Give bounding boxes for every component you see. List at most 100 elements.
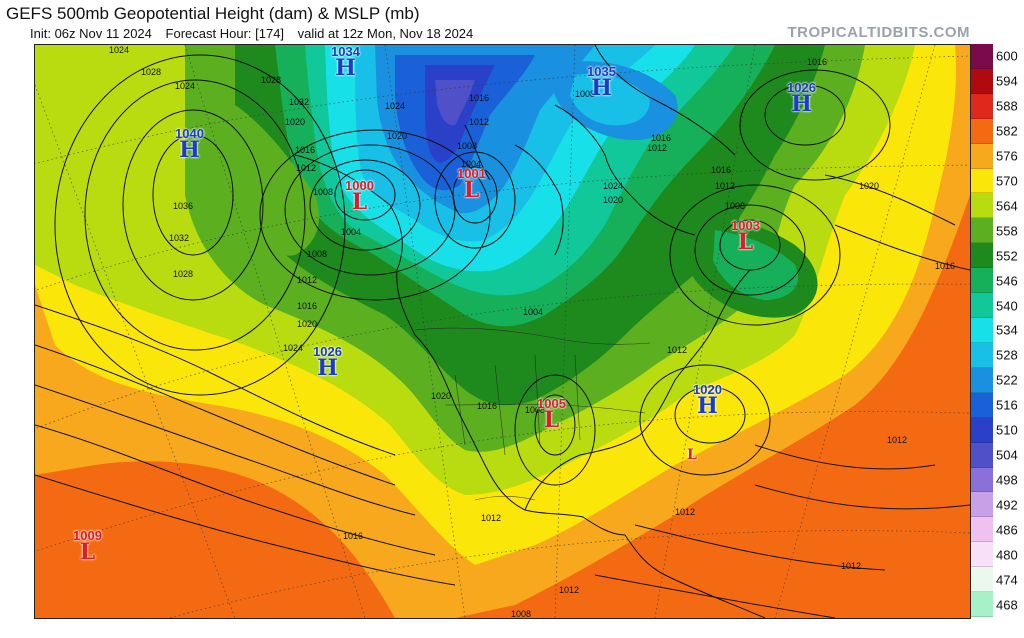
isobar-label: 1016 [651, 133, 672, 143]
legend-swatch [971, 218, 993, 244]
legend-value: 528 [996, 347, 1018, 363]
isobar-label: 1008 [313, 187, 334, 197]
isobar-label: 1020 [387, 131, 408, 141]
coastlines [294, 45, 766, 618]
isobar-label: 1008 [725, 201, 746, 211]
pressure-low-1005: 1005 L [537, 396, 566, 433]
isobar-label: 1024 [385, 101, 406, 111]
pressure-high-1026-pac: 1026 H [313, 344, 342, 381]
isobar-label: 1032 [289, 97, 310, 107]
pressure-low-caribbean: L [687, 447, 697, 463]
isobar-label: 1008 [511, 609, 532, 619]
legend-swatch [971, 93, 993, 119]
isobar-label: 1016 [343, 531, 364, 541]
legend-swatch [971, 268, 993, 294]
isobar-label: 1008 [575, 89, 596, 99]
legend-value: 570 [996, 173, 1018, 189]
pressure-high-1035: 1035 H [587, 64, 616, 101]
pressure-high-1034: 1034 H [331, 44, 360, 81]
legend-value: 540 [996, 298, 1018, 314]
isobar-label: 1012 [647, 143, 668, 153]
pressure-low-1000: 1000 L [345, 178, 374, 215]
legend-swatch [971, 417, 993, 443]
legend-value: 504 [996, 447, 1018, 463]
legend-swatch [971, 442, 993, 468]
graticule [35, 45, 970, 618]
pressure-high-1040: 1040 H [175, 126, 204, 163]
isobar-label: 1012 [841, 561, 862, 571]
legend-value: 516 [996, 397, 1018, 413]
isobar-label: 1020 [431, 391, 452, 401]
isobar-label: 1016 [807, 57, 828, 67]
legend-swatch [971, 342, 993, 368]
isobar-label: 1016 [297, 301, 318, 311]
isobar-label: 1016 [469, 93, 490, 103]
legend-row: 516 [971, 392, 1024, 418]
legend-value: 486 [996, 522, 1018, 538]
isobar-label: 1012 [559, 585, 580, 595]
isobar-label: 1012 [469, 117, 490, 127]
legend-value: 594 [996, 73, 1018, 89]
isobar-label: 1016 [477, 401, 498, 411]
isobar-label: 1012 [887, 435, 908, 445]
forecast-hour: Forecast Hour: [174] [165, 26, 285, 41]
pressure-high-1020: 1020 H [693, 382, 722, 419]
isobars [35, 54, 970, 618]
valid-time: valid at 12z Mon, Nov 18 2024 [297, 26, 474, 41]
isobar-label: 1016 [295, 145, 316, 155]
legend-row: 564 [971, 193, 1024, 219]
legend-row: 540 [971, 293, 1024, 319]
pressure-low-1001: 1001 L [457, 166, 486, 203]
isobar-label: 1024 [175, 81, 196, 91]
legend-swatch [971, 367, 993, 393]
legend-swatch [971, 567, 993, 593]
legend-swatch [971, 592, 993, 617]
legend-swatch [971, 168, 993, 194]
legend-swatch [971, 492, 993, 518]
legend-value: 558 [996, 223, 1018, 239]
legend-swatch [971, 44, 993, 69]
legend-value: 474 [996, 572, 1018, 588]
brand-watermark: TROPICALTIDBITS.COM [787, 24, 970, 41]
legend-swatch [971, 143, 993, 169]
legend-swatch [971, 118, 993, 144]
isobar-label: 1016 [935, 261, 956, 271]
isobar-label: 1024 [109, 45, 130, 55]
isobar-label: 1028 [173, 269, 194, 279]
isobar-label: 1024 [283, 343, 304, 353]
legend-row: 552 [971, 243, 1024, 269]
isobar-label: 1020 [297, 319, 318, 329]
isobar-label: 1024 [603, 181, 624, 191]
legend-value: 582 [996, 123, 1018, 139]
legend-row: 510 [971, 417, 1024, 443]
field-pacific-lobe [231, 105, 319, 256]
legend-swatch [971, 193, 993, 219]
map-title: GEFS 500mb Geopotential Height (dam) & M… [6, 4, 420, 23]
isobar-label: 1012 [675, 507, 696, 517]
isobar-label: 1012 [715, 181, 736, 191]
legend-value: 546 [996, 273, 1018, 289]
isobar-label: 1020 [285, 117, 306, 127]
isobar-label: 1012 [481, 513, 502, 523]
pressure-low-1003: 1003 L [731, 218, 760, 255]
legend-swatch [971, 68, 993, 94]
init-time: Init: 06z Nov 11 2024 [30, 26, 152, 41]
isobar-label: 1028 [261, 75, 282, 85]
field-hudson-528 [570, 73, 650, 126]
isobar-label: 1016 [711, 165, 732, 175]
legend-value: 510 [996, 422, 1018, 438]
height-field-svg [35, 45, 970, 618]
isobar-label: 1008 [457, 141, 478, 151]
isobar-label: 1012 [296, 163, 317, 173]
legend-row: 522 [971, 367, 1024, 393]
legend-value: 498 [996, 472, 1018, 488]
borders [414, 327, 651, 501]
legend-row: 486 [971, 517, 1024, 543]
legend-row: 576 [971, 143, 1024, 169]
legend-value: 564 [996, 198, 1018, 214]
legend-value: 480 [996, 547, 1018, 563]
legend-row: 474 [971, 567, 1024, 593]
legend-row: 588 [971, 93, 1024, 119]
isobar-label: 1020 [603, 195, 624, 205]
legend-value: 468 [996, 597, 1018, 613]
